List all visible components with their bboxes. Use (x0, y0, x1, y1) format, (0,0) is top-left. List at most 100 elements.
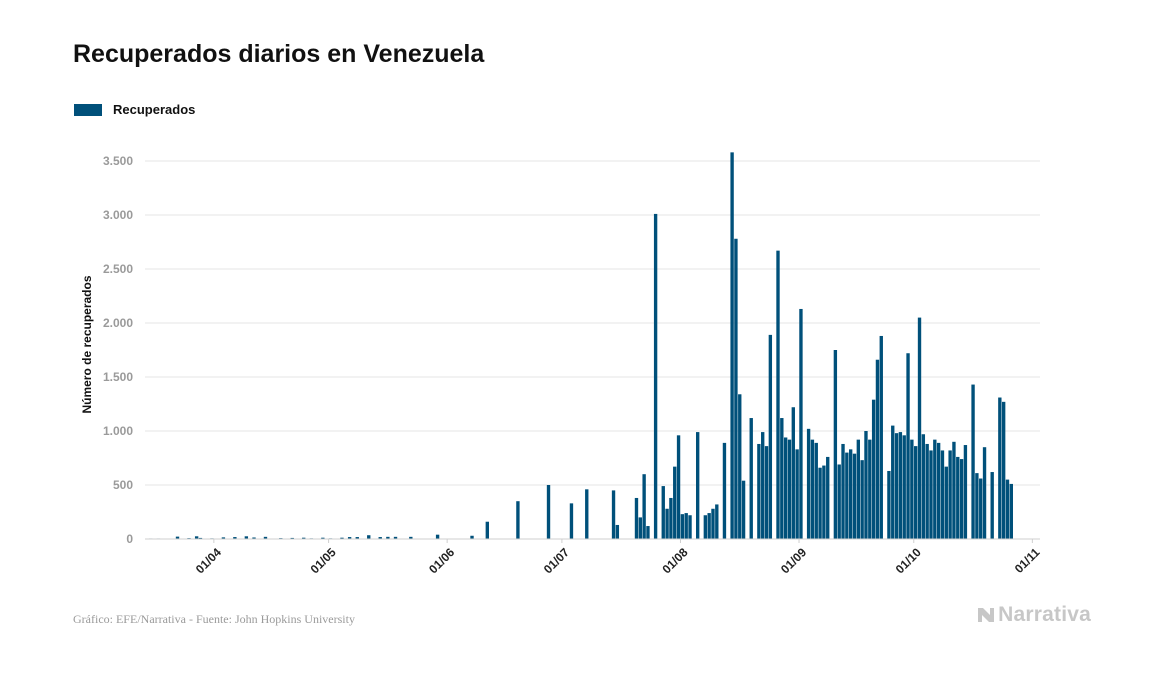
bar (1009, 483, 1013, 539)
chart-title: Recuperados diarios en Venezuela (73, 40, 485, 68)
bar (845, 452, 849, 539)
bar (925, 443, 929, 539)
bar (198, 537, 203, 539)
bar (791, 407, 795, 539)
bar (611, 490, 616, 539)
y-tick-label: 1.000 (103, 424, 133, 438)
legend-swatch (74, 103, 102, 116)
bar (516, 501, 520, 539)
bar (864, 431, 868, 539)
y-tick-label: 3.000 (103, 208, 133, 222)
bar (963, 445, 968, 539)
bar (998, 397, 1002, 539)
bar (175, 536, 180, 539)
bar (948, 450, 952, 539)
bar (703, 515, 708, 539)
bar (741, 480, 746, 539)
bar (340, 537, 344, 539)
bar (435, 534, 440, 539)
bar (642, 474, 646, 539)
bar (936, 442, 941, 539)
bar (879, 335, 883, 539)
bar (833, 350, 838, 539)
bar (841, 443, 845, 539)
bar (990, 472, 994, 539)
bar (734, 238, 738, 539)
bar (194, 536, 199, 539)
bar (585, 489, 589, 539)
bar (347, 537, 352, 539)
bar (971, 384, 975, 539)
bar (860, 460, 864, 539)
bar (871, 399, 876, 539)
bar (806, 428, 811, 539)
bar (795, 449, 799, 539)
bar (470, 535, 474, 539)
bar (761, 432, 765, 539)
bar (902, 435, 906, 539)
bar (975, 473, 979, 539)
y-tick-label: 1.500 (103, 370, 133, 384)
bar (669, 497, 673, 539)
bar (887, 470, 891, 539)
bar (680, 514, 685, 539)
bar (940, 450, 945, 539)
bar (868, 439, 872, 539)
x-tick-label: 01/06 (426, 545, 457, 576)
bar (799, 308, 803, 539)
y-axis-title: Número de recuperados (80, 275, 94, 413)
bar (764, 446, 769, 539)
bar (906, 353, 910, 539)
bar (894, 433, 899, 539)
bar (787, 439, 792, 539)
y-tick-label: 2.500 (103, 262, 133, 276)
x-tick-label: 01/10 (893, 545, 924, 576)
bar (730, 152, 734, 540)
source-note: Gráfico: EFE/Narrativa - Fuente: John Ho… (73, 612, 355, 626)
bar (929, 450, 933, 539)
bar (822, 465, 826, 539)
bar (615, 524, 620, 539)
bar (810, 439, 815, 539)
bar (673, 466, 677, 539)
bar (898, 432, 903, 539)
bar (757, 443, 761, 539)
legend: Recuperados (74, 102, 195, 117)
bar (409, 536, 413, 539)
bar (914, 446, 918, 539)
bar (634, 497, 639, 539)
bar (852, 453, 857, 539)
bar (917, 317, 922, 539)
bar (875, 359, 880, 539)
bar (221, 537, 226, 539)
bar (676, 435, 681, 539)
bar (661, 486, 665, 539)
bar (959, 459, 964, 539)
bar (776, 250, 780, 539)
bar (780, 418, 784, 539)
bar (638, 517, 642, 539)
bar (378, 537, 382, 539)
bar (393, 536, 398, 539)
y-tick-label: 500 (113, 478, 133, 492)
bar (252, 537, 256, 539)
bar (837, 464, 841, 539)
bar (485, 521, 490, 539)
bar (952, 441, 956, 539)
bar (302, 537, 306, 539)
bar (1001, 401, 1006, 539)
bar (826, 456, 830, 539)
x-tick-label: 01/07 (541, 545, 572, 576)
x-tick-label: 01/11 (1012, 545, 1043, 576)
bar (695, 432, 700, 539)
bar (367, 535, 371, 539)
bar (715, 504, 719, 539)
bar (707, 513, 711, 539)
bar (653, 213, 658, 540)
bar (569, 503, 574, 539)
y-tick-label: 3.500 (103, 154, 133, 168)
bar (910, 439, 914, 539)
x-tick-label: 01/05 (308, 545, 339, 576)
bar (749, 418, 753, 539)
bar (386, 536, 390, 539)
